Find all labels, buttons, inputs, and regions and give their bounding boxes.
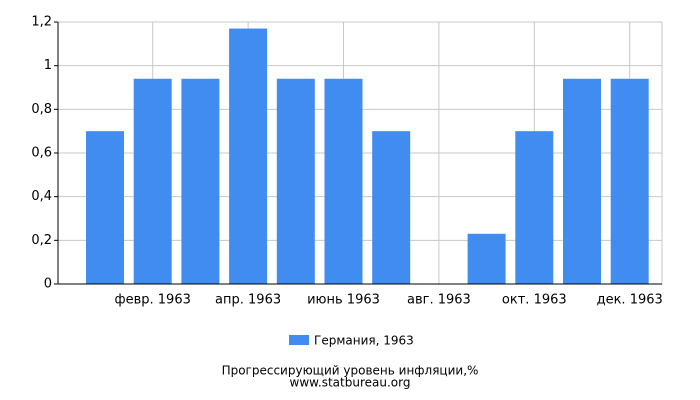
bar — [563, 78, 601, 285]
bar — [324, 78, 363, 285]
bar — [276, 78, 315, 285]
x-tick-label: дек. 1963 — [597, 293, 663, 308]
bar — [610, 78, 649, 285]
legend-swatch — [289, 335, 309, 345]
x-tick-label: апр. 1963 — [215, 293, 281, 308]
y-tick-label: 0,2 — [31, 233, 52, 248]
bar — [467, 233, 506, 284]
y-tick-label: 1 — [44, 58, 52, 73]
bar — [515, 131, 554, 284]
chart-title: Прогрессирующий уровень инфляции,% — [222, 364, 479, 378]
bar — [229, 28, 268, 284]
x-tick-label: июнь 1963 — [307, 293, 380, 308]
y-tick-label: 1,2 — [31, 15, 52, 30]
bar — [181, 78, 220, 285]
y-tick-label: 0,6 — [31, 146, 52, 161]
bar — [372, 131, 411, 284]
x-tick-label: февр. 1963 — [115, 293, 191, 308]
x-tick-label: окт. 1963 — [502, 293, 567, 308]
y-tick-label: 0 — [44, 277, 52, 292]
bar — [86, 131, 124, 284]
source: www.statbureau.org — [290, 376, 411, 390]
bar — [133, 78, 172, 285]
y-tick-label: 0,4 — [31, 189, 52, 204]
y-tick-label: 0,8 — [31, 102, 52, 117]
x-tick-label: авг. 1963 — [407, 293, 471, 308]
legend-label: Германия, 1963 — [314, 334, 414, 348]
